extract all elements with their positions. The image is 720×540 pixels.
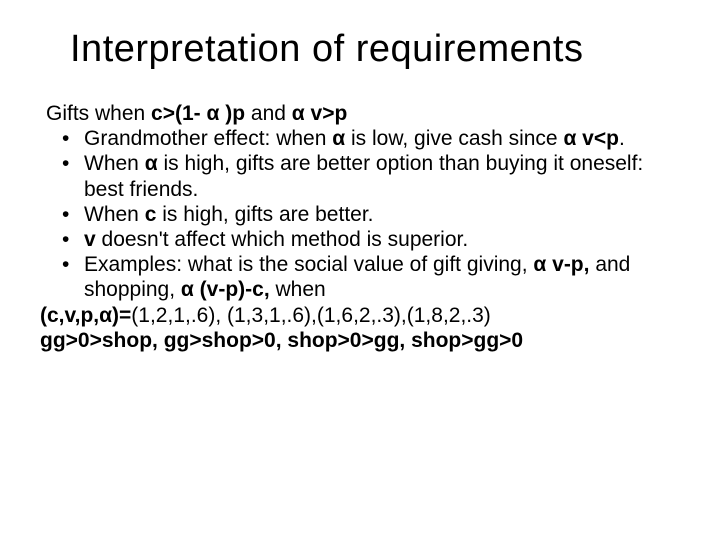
slide-body: Gifts when c>(1- α )p and α v>p Grandmot… xyxy=(40,101,680,353)
tail-line-2: gg>0>shop, gg>shop>0, shop>0>gg, shop>gg… xyxy=(40,328,680,353)
bullet-text: When xyxy=(84,152,145,175)
bullet-bold: α v-p, xyxy=(533,253,589,276)
list-item: v doesn't affect which method is superio… xyxy=(62,227,680,252)
list-item: When c is high, gifts are better. xyxy=(62,202,680,227)
tail-text: (1,2,1,.6), (1,3,1,.6),(1,6,2,.3),(1,8,2… xyxy=(131,304,491,327)
bullet-text: is high, gifts are better. xyxy=(156,203,373,226)
slide-title: Interpretation of requirements xyxy=(70,28,680,71)
bullet-text: When xyxy=(84,203,145,226)
list-item: When α is high, gifts are better option … xyxy=(62,151,680,201)
slide: Interpretation of requirements Gifts whe… xyxy=(0,0,720,540)
intro-bold-2: α v>p xyxy=(292,102,348,125)
list-item: Grandmother effect: when α is low, give … xyxy=(62,126,680,151)
intro-mid: and xyxy=(245,102,292,125)
bullet-bold: α xyxy=(332,127,345,150)
bullet-bold: α v<p xyxy=(563,127,619,150)
bullet-bold: α xyxy=(145,152,158,175)
bullet-text: Examples: what is the social value of gi… xyxy=(84,253,533,276)
bullet-bold: v xyxy=(84,228,96,251)
bullet-text: is low, give cash since xyxy=(345,127,563,150)
intro-prefix: Gifts when xyxy=(46,102,151,125)
bullet-text: Grandmother effect: when xyxy=(84,127,332,150)
bullet-text: when xyxy=(270,278,326,301)
intro-bold-1: c>(1- α )p xyxy=(151,102,245,125)
bullet-list: Grandmother effect: when α is low, give … xyxy=(62,126,680,302)
bullet-text: is high, gifts are better option than bu… xyxy=(84,152,643,200)
bullet-bold: α (v-p)-c, xyxy=(181,278,270,301)
tail-line-1: (c,v,p,α)=(1,2,1,.6), (1,3,1,.6),(1,6,2,… xyxy=(40,303,680,328)
list-item: Examples: what is the social value of gi… xyxy=(62,252,680,302)
intro-line: Gifts when c>(1- α )p and α v>p xyxy=(46,101,680,126)
bullet-text: . xyxy=(619,127,625,150)
bullet-text: doesn't affect which method is superior. xyxy=(96,228,469,251)
tail-bold: (c,v,p,α)= xyxy=(40,304,131,327)
bullet-bold: c xyxy=(145,203,157,226)
